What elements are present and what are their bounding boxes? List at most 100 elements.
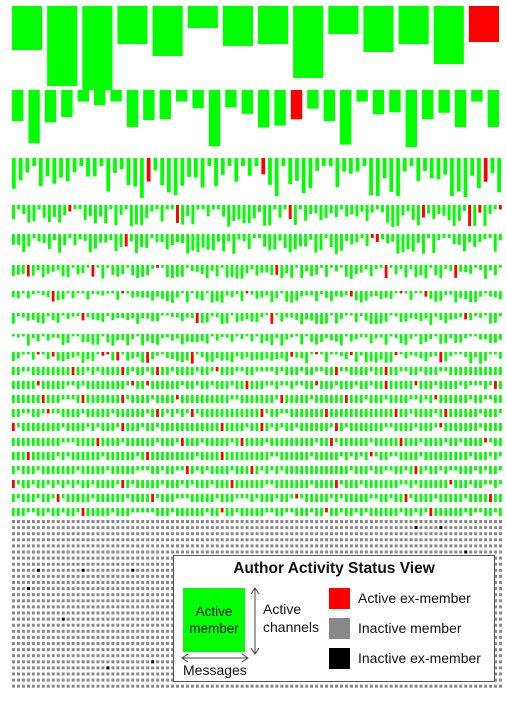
active-member-mark bbox=[315, 423, 318, 431]
active-member-mark bbox=[340, 381, 343, 389]
inactive-member-mark bbox=[166, 556, 170, 560]
active-member-mark bbox=[73, 205, 77, 210]
active-member-mark bbox=[409, 438, 413, 446]
active-member-mark bbox=[116, 313, 120, 319]
inactive-member-mark bbox=[156, 599, 160, 603]
active-member-mark bbox=[359, 367, 363, 375]
active-member-mark bbox=[305, 423, 308, 431]
inactive-member-mark bbox=[409, 538, 413, 542]
inactive-member-mark bbox=[146, 635, 150, 639]
active-member-mark bbox=[46, 494, 50, 502]
active-member-mark bbox=[176, 466, 179, 471]
active-member-mark bbox=[295, 367, 299, 375]
inactive-member-mark bbox=[96, 568, 100, 572]
inactive-member-mark bbox=[71, 599, 75, 603]
inactive-member-mark bbox=[444, 684, 448, 688]
inactive-member-mark bbox=[21, 642, 25, 645]
inactive-member-mark bbox=[81, 526, 85, 530]
active-member-mark bbox=[310, 494, 313, 502]
inactive-member-mark bbox=[91, 581, 95, 584]
inactive-member-mark bbox=[136, 654, 140, 658]
active-member-mark bbox=[409, 381, 413, 389]
active-member-mark bbox=[16, 409, 20, 417]
active-member-mark bbox=[76, 480, 80, 485]
active-member-mark bbox=[81, 334, 85, 343]
inactive-member-mark bbox=[76, 678, 80, 682]
inactive-member-mark bbox=[171, 672, 175, 676]
inactive-member-mark bbox=[330, 520, 334, 523]
active-member-mark bbox=[429, 409, 433, 417]
inactive-member-mark bbox=[126, 562, 130, 566]
inactive-member-mark bbox=[300, 684, 304, 688]
active-member-mark bbox=[409, 466, 413, 474]
inactive-member-mark bbox=[166, 520, 170, 523]
active-member-mark bbox=[325, 291, 328, 298]
inactive-member-mark bbox=[101, 660, 105, 664]
active-ex-member-mark bbox=[468, 205, 472, 227]
active-member-mark bbox=[479, 508, 482, 513]
inactive-member-mark bbox=[46, 654, 50, 658]
active-member-mark bbox=[71, 438, 75, 443]
inactive-member-mark bbox=[245, 532, 249, 536]
active-member-mark bbox=[200, 494, 204, 502]
inactive-member-mark bbox=[46, 666, 50, 670]
inactive-member-mark bbox=[71, 660, 75, 664]
inactive-member-mark bbox=[156, 635, 160, 639]
inactive-member-mark bbox=[61, 526, 65, 530]
inactive-member-mark bbox=[56, 678, 60, 682]
inactive-member-mark bbox=[76, 556, 80, 560]
active-member-mark bbox=[374, 395, 378, 403]
inactive-member-mark bbox=[374, 520, 378, 523]
active-member-mark bbox=[51, 480, 55, 488]
active-ex-member-mark bbox=[106, 352, 110, 355]
inactive-member-mark bbox=[61, 654, 65, 658]
active-ex-member-mark bbox=[81, 508, 85, 516]
active-member-mark bbox=[260, 367, 264, 372]
active-member-mark bbox=[468, 234, 472, 243]
inactive-member-mark bbox=[56, 617, 60, 621]
active-member-mark bbox=[225, 508, 229, 516]
active-member-mark bbox=[140, 205, 144, 226]
inactive-member-mark bbox=[111, 617, 115, 621]
active-member-mark bbox=[399, 381, 403, 389]
active-member-mark bbox=[354, 352, 358, 363]
active-member-mark bbox=[369, 158, 373, 196]
active-member-mark bbox=[126, 423, 130, 431]
active-member-mark bbox=[146, 334, 149, 342]
inactive-member-mark bbox=[101, 611, 105, 615]
active-member-mark bbox=[111, 466, 115, 474]
active-member-mark bbox=[94, 234, 97, 249]
inactive-member-mark bbox=[16, 550, 20, 554]
active-member-mark bbox=[340, 452, 343, 457]
active-member-mark bbox=[45, 158, 50, 177]
inactive-member-mark bbox=[51, 635, 55, 639]
active-member-mark bbox=[404, 334, 408, 345]
inactive-member-mark bbox=[369, 684, 373, 688]
active-member-mark bbox=[416, 234, 420, 243]
active-member-mark bbox=[160, 205, 164, 222]
active-member-mark bbox=[258, 234, 261, 238]
active-member-mark bbox=[71, 395, 75, 400]
active-member-mark bbox=[255, 423, 259, 431]
active-member-mark bbox=[146, 466, 149, 471]
inactive-member-mark bbox=[494, 538, 498, 542]
inactive-member-mark bbox=[91, 654, 95, 658]
inactive-member-mark bbox=[121, 654, 125, 658]
inactive-member-mark bbox=[51, 629, 55, 633]
inactive-member-mark bbox=[31, 678, 35, 682]
active-ex-member-mark bbox=[190, 352, 194, 364]
active-member-mark bbox=[310, 367, 313, 375]
inactive-member-mark bbox=[36, 605, 40, 609]
inactive-member-mark bbox=[335, 526, 339, 530]
active-member-mark bbox=[21, 508, 25, 516]
active-member-mark bbox=[12, 334, 15, 337]
active-member-mark bbox=[190, 466, 194, 474]
inactive-member-mark bbox=[71, 562, 75, 566]
inactive-member-mark bbox=[136, 617, 140, 621]
active-member-mark bbox=[230, 508, 234, 516]
active-member-mark bbox=[106, 508, 110, 516]
active-member-mark bbox=[335, 395, 338, 403]
inactive-member-mark bbox=[41, 623, 45, 627]
active-ex-member-mark bbox=[260, 423, 264, 431]
active-member-mark bbox=[56, 265, 60, 270]
